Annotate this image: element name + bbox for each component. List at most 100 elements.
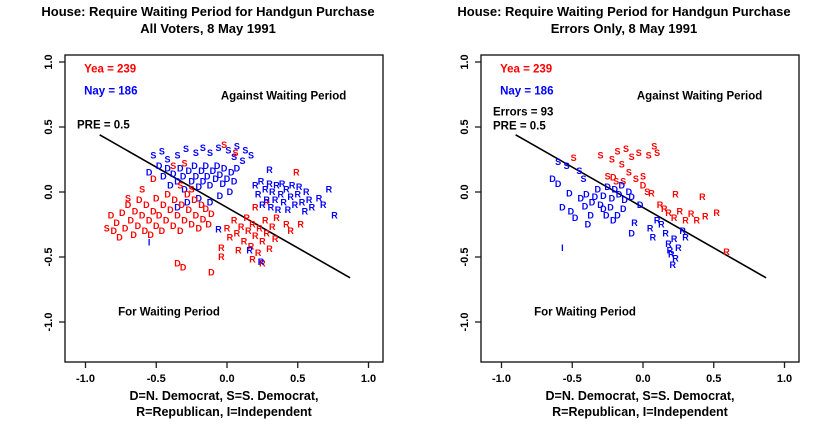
chart-subtitle: All Voters, 8 May 1991 (140, 21, 276, 36)
legend-entry: Yea = 239 (84, 63, 136, 75)
data-point: D (589, 197, 596, 207)
data-point: D (174, 259, 181, 269)
data-point: R (269, 222, 276, 232)
data-point: R (657, 200, 664, 210)
plot-box (64, 54, 384, 363)
data-point: D (205, 220, 212, 230)
plot-annotation: Against Waiting Period (221, 91, 346, 103)
legend-entry: Nay = 186 (500, 86, 553, 98)
data-point: S (620, 177, 626, 187)
data-point: D (195, 223, 202, 233)
data-point: R (702, 212, 709, 222)
data-point: R (246, 246, 253, 256)
data-point: D (128, 216, 135, 226)
data-point: R (234, 229, 241, 239)
data-point: R (283, 184, 290, 194)
data-point: S (636, 148, 642, 158)
data-point: D (609, 194, 616, 204)
plot-annotation: Against Waiting Period (637, 91, 762, 103)
y-tick-label: 0.5 (459, 119, 471, 134)
data-point: R (296, 182, 303, 192)
x-axis-caption-line2: R=Republican, I=Independent (552, 405, 728, 419)
data-point: D (135, 221, 142, 231)
data-point: R (269, 187, 276, 197)
data-point: R (287, 226, 294, 236)
data-point: R (306, 195, 313, 205)
data-point: R (668, 249, 675, 259)
data-point: R (326, 184, 333, 194)
data-point: S (104, 223, 110, 233)
x-axis-caption: D=N. Democrat, S=S. Democrat, R=Republic… (481, 388, 799, 420)
data-point: R (215, 225, 222, 235)
data-point: S (555, 157, 561, 167)
data-point: D (210, 166, 217, 176)
x-tick-label: -0.5 (563, 373, 582, 385)
data-point: R (665, 208, 672, 218)
data-point: D (188, 220, 195, 230)
data-point: D (186, 166, 193, 176)
data-point: D (113, 218, 120, 228)
data-point: D (204, 171, 211, 181)
data-point: R (238, 222, 245, 232)
x-tick-label: 0.5 (290, 373, 305, 385)
data-point: D (217, 191, 224, 201)
cutting-line (515, 134, 767, 279)
data-point: R (263, 229, 270, 239)
data-point: D (200, 214, 207, 224)
data-point: R (287, 192, 294, 202)
data-point: D (174, 203, 181, 213)
data-point: D (585, 220, 592, 230)
data-point: D (207, 197, 214, 207)
data-point: D (181, 216, 188, 226)
data-point: S (609, 155, 615, 165)
data-point: R (235, 246, 242, 256)
data-point: D (203, 204, 210, 214)
data-point: S (623, 144, 629, 154)
chart-title: House: Require Waiting Period for Handgu… (41, 4, 375, 19)
data-point: S (193, 148, 199, 158)
data-point: R (241, 236, 248, 246)
data-point: D (153, 221, 160, 231)
y-tick-label: 0.5 (43, 119, 55, 134)
data-point: D (171, 195, 178, 205)
data-point: D (177, 164, 184, 174)
data-point: D (221, 164, 228, 174)
data-point: D (163, 216, 170, 226)
data-point: S (159, 147, 165, 157)
legend-entry: PRE = 0.5 (493, 121, 546, 133)
data-point: R (252, 181, 259, 191)
data-point: R (650, 233, 657, 243)
data-point: S (232, 148, 238, 158)
data-point: R (671, 234, 678, 244)
data-point: D (208, 209, 215, 219)
data-point: D (577, 194, 584, 204)
data-point: R (699, 192, 706, 202)
data-point: D (177, 226, 184, 236)
x-tick-label: 0.0 (219, 373, 234, 385)
data-point: R (661, 204, 668, 214)
y-tick-label: -1.0 (43, 313, 55, 332)
data-point: D (143, 200, 150, 210)
data-point: D (594, 184, 601, 194)
data-point: R (669, 260, 676, 270)
data-point: R (245, 226, 252, 236)
data-point: R (303, 187, 310, 197)
y-tick-label: 1.0 (459, 54, 471, 69)
data-point: D (198, 166, 205, 176)
x-axis-caption-line1: D=N. Democrat, S=S. Democrat, (129, 389, 319, 403)
data-point: D (132, 207, 139, 217)
data-point: D (156, 161, 163, 171)
data-point: D (188, 177, 195, 187)
data-point: S (605, 171, 611, 181)
data-point: S (200, 143, 206, 153)
data-point: D (555, 179, 562, 189)
data-point: R (665, 239, 672, 249)
data-point: R (279, 179, 286, 189)
data-point: D (181, 184, 188, 194)
data-point: R (266, 179, 273, 189)
data-point: D (174, 210, 181, 220)
data-point: D (164, 164, 171, 174)
data-point: D (626, 187, 633, 197)
data-point: D (159, 226, 166, 236)
left-scatter-plot: -1.0 -0.5 0.0 0.5 1.0 -1.0 -0.5 0.0 0.5 1.0 Yea = … (43, 54, 384, 385)
